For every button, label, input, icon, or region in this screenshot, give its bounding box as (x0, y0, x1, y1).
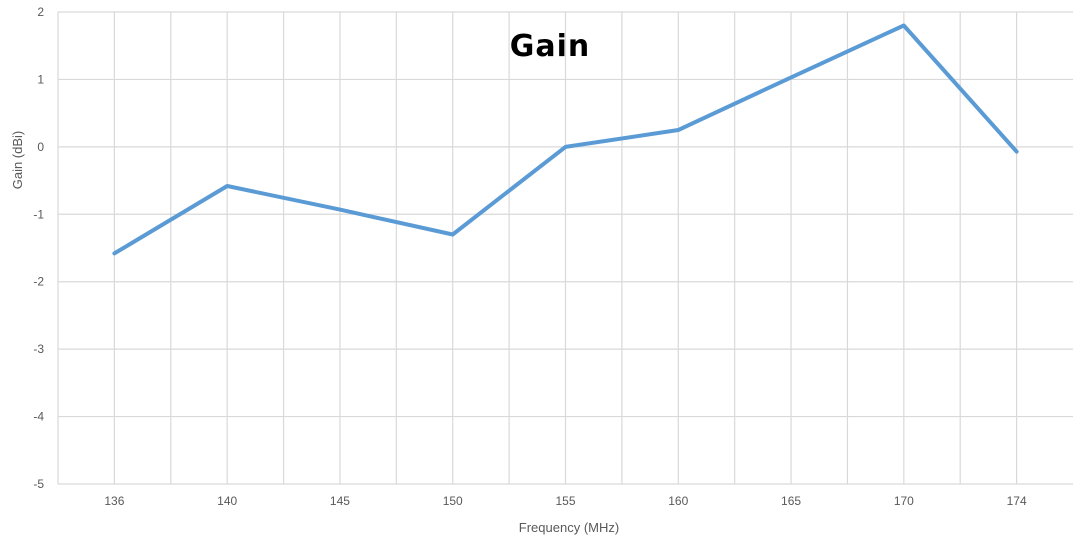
series-line (112, 23, 1019, 256)
y-tick-label: 1 (37, 72, 44, 86)
x-tick-label: 140 (217, 494, 237, 508)
gridlines (57, 11, 1073, 485)
chart-title: Gain (510, 29, 591, 64)
x-tick-label: 174 (1007, 494, 1027, 508)
y-tick-label: 2 (37, 5, 44, 19)
x-tick-label: 170 (894, 494, 914, 508)
y-tick-label: -5 (33, 477, 44, 491)
y-tick-label: -4 (33, 410, 44, 424)
y-axis-title: Gain (dBi) (10, 131, 25, 190)
x-tick-label: 145 (330, 494, 350, 508)
x-tick-label: 165 (781, 494, 801, 508)
y-tick-label: -3 (33, 342, 44, 356)
x-axis-title: Frequency (MHz) (519, 520, 619, 535)
x-tick-label: 136 (104, 494, 124, 508)
x-tick-label: 150 (443, 494, 463, 508)
x-tick-label: 155 (555, 494, 575, 508)
series-group (112, 23, 1019, 256)
x-tick-label: 160 (668, 494, 688, 508)
y-tick-label: -2 (33, 275, 44, 289)
y-tick-label: 0 (37, 140, 44, 154)
x-tick-labels: 136 140 145 150 155 160 165 170 174 (104, 494, 1027, 508)
y-tick-labels: 2 1 0 -1 -2 -3 -4 -5 (33, 5, 44, 491)
y-tick-label: -1 (33, 207, 44, 221)
